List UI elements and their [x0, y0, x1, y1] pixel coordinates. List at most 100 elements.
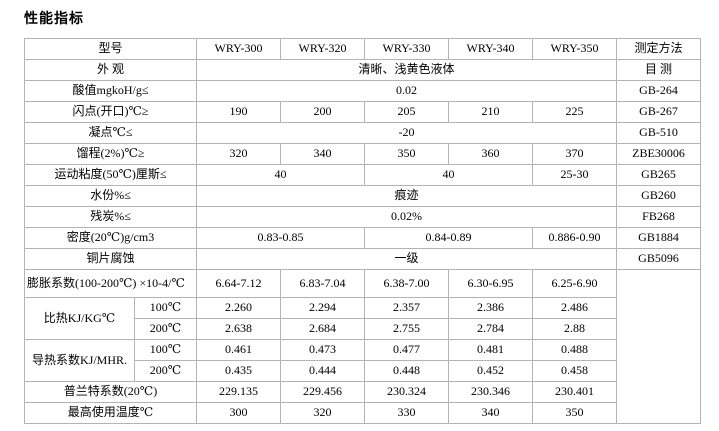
spec-table: 型号 WRY-300 WRY-320 WRY-330 WRY-340 WRY-350 测定方… — [23, 38, 702, 424]
row-max-use-temperature: 最高使用温度℃ 300 320 330 340 350 — [23, 402, 701, 424]
value-cell: 6.30-6.95 — [448, 269, 534, 298]
value-cell: 0.473 — [280, 339, 366, 361]
sub-row-label-200c: 200℃ — [133, 318, 198, 340]
value-cell: 210 — [448, 101, 534, 123]
method-cell: GB5096 — [616, 248, 702, 270]
value-cell: -20 — [196, 122, 618, 144]
method-cell: GB-264 — [616, 80, 702, 102]
value-cell: 300 — [196, 402, 282, 424]
value-cell: 190 — [196, 101, 282, 123]
row-label-thermal-conductivity: 导热系数KJ/MHR. — [24, 339, 135, 382]
method-cell-empty — [616, 269, 702, 424]
method-cell: 目 测 — [616, 59, 702, 81]
method-cell: GB-267 — [616, 101, 702, 123]
row-label-pour-point: 凝点℃≤ — [23, 122, 198, 144]
col-header-model: 型号 — [23, 38, 198, 60]
value-cell: 230.324 — [364, 381, 450, 403]
row-label-prandtl-number: 普兰特系数(20℃) — [23, 381, 198, 403]
value-cell: 0.83-0.85 — [196, 227, 366, 249]
value-cell: 0.444 — [280, 360, 366, 382]
sub-row-label-100c: 100℃ — [133, 297, 198, 319]
method-cell: ZBE30006 — [616, 143, 702, 165]
row-label-water-content: 水份%≤ — [23, 185, 198, 207]
row-pour-point: 凝点℃≤ -20 GB-510 — [23, 122, 702, 144]
row-label-flash-point: 闪点(开口)℃≥ — [23, 101, 198, 123]
value-cell: 205 — [364, 101, 450, 123]
value-cell: 360 — [448, 143, 534, 165]
sub-row-label-200c: 200℃ — [133, 360, 198, 382]
row-distillation-range: 馏程(2%)℃≥ 320 340 350 360 370 ZBE30006 — [23, 143, 702, 165]
row-acid-value: 酸值mgkoH/g≤ 0.02 GB-264 — [23, 80, 702, 102]
row-appearance: 外 观清晰、浅黄色液体目 测 — [23, 59, 702, 81]
row-copper-corrosion: 铜片腐蚀 一级 GB5096 — [23, 248, 702, 270]
value-cell: 2.486 — [532, 297, 618, 319]
value-cell: 2.684 — [280, 318, 366, 340]
row-density: 密度(20℃)g/cm3 0.83-0.85 0.84-0.89 0.886-0.90… — [23, 227, 702, 249]
row-thermal-conductivity-200: 200℃ 0.435 0.444 0.448 0.452 0.458 — [25, 360, 701, 382]
value-cell: 0.886-0.90 — [532, 227, 618, 249]
value-cell: 0.458 — [532, 360, 618, 382]
col-header-wry-300: WRY-300 — [196, 38, 282, 60]
row-prandtl-number: 普兰特系数(20℃) 229.135 229.456 230.324 230.346 23… — [23, 381, 701, 403]
value-cell: 330 — [364, 402, 450, 424]
col-header-wry-350: WRY-350 — [532, 38, 618, 60]
value-cell: 0.02% — [196, 206, 618, 228]
value-cell: 6.64-7.12 — [196, 269, 282, 298]
method-cell: GB260 — [616, 185, 702, 207]
row-expansion-coefficient: 膨胀系数(100-200℃) ×10-4/℃ 6.64-7.12 6.83-7.04… — [23, 269, 702, 424]
value-cell: 一级 — [196, 248, 618, 270]
value-cell: 0.448 — [364, 360, 450, 382]
spec-table-body: 型号 WRY-300 WRY-320 WRY-330 WRY-340 WRY-350 测定方… — [23, 38, 702, 424]
value-cell: 2.755 — [364, 318, 450, 340]
value-cell: 230.346 — [448, 381, 534, 403]
row-thermal-conductivity-100: 导热系数KJ/MHR. 100℃ 0.461 0.473 0.477 0.481 0.488 — [24, 339, 701, 382]
row-label-specific-heat: 比热KJ/KG℃ — [24, 297, 135, 340]
value-cell: 350 — [532, 402, 618, 424]
value-cell: 340 — [280, 143, 366, 165]
row-label-copper-corrosion: 铜片腐蚀 — [23, 248, 198, 270]
value-cell: 25-30 — [532, 164, 618, 186]
row-label-expansion-coefficient: 膨胀系数(100-200℃) ×10-4/℃ — [23, 269, 198, 298]
page-title: 性能指标 — [24, 10, 84, 26]
method-cell: FB268 — [616, 206, 702, 228]
value-cell: 0.488 — [532, 339, 618, 361]
header-row: 型号 WRY-300 WRY-320 WRY-330 WRY-340 WRY-350 测定方… — [23, 38, 702, 60]
value-cell: 0.461 — [196, 339, 282, 361]
page: { "page": { "title": "性能指标" }, "colors":… — [0, 8, 719, 431]
value-cell: 200 — [280, 101, 366, 123]
row-carbon-residue: 残炭%≤ 0.02% FB268 — [23, 206, 702, 228]
row-flash-point: 闪点(开口)℃≥ 190 200 205 210 225 GB-267 — [23, 101, 702, 123]
row-label-kinematic-viscosity: 运动粘度(50℃)厘斯≤ — [23, 164, 198, 186]
value-cell: 2.386 — [448, 297, 534, 319]
value-cell: 320 — [196, 143, 282, 165]
value-cell: 229.135 — [196, 381, 282, 403]
value-cell: 2.638 — [196, 318, 282, 340]
value-cell: 6.38-7.00 — [364, 269, 450, 298]
col-header-wry-340: WRY-340 — [448, 38, 534, 60]
method-cell: GB1884 — [616, 227, 702, 249]
value-cell: 229.456 — [280, 381, 366, 403]
value-cell: 0.477 — [364, 339, 450, 361]
row-specific-heat-200: 200℃ 2.638 2.684 2.755 2.784 2.88 — [25, 318, 701, 340]
value-cell: 2.88 — [532, 318, 618, 340]
value-cell: 0.435 — [196, 360, 282, 382]
value-cell: 225 — [532, 101, 618, 123]
col-header-test-method: 测定方法 — [616, 38, 702, 60]
method-cell: GB-510 — [616, 122, 702, 144]
value-cell: 0.481 — [448, 339, 534, 361]
value-cell: 230.401 — [532, 381, 618, 403]
value-cell: 350 — [364, 143, 450, 165]
row-label-carbon-residue: 残炭%≤ — [23, 206, 198, 228]
value-cell: 40 — [364, 164, 534, 186]
value-cell: 2.260 — [196, 297, 282, 319]
sub-row-label-100c: 100℃ — [133, 339, 198, 361]
row-label-appearance: 外 观 — [23, 59, 198, 81]
value-cell: 370 — [532, 143, 618, 165]
row-specific-heat-100: 比热KJ/KG℃ 100℃ 2.260 2.294 2.357 2.386 2.486 — [24, 297, 701, 340]
row-label-max-use-temperature: 最高使用温度℃ — [23, 402, 198, 424]
row-label-density: 密度(20℃)g/cm3 — [23, 227, 198, 249]
value-cell: 2.784 — [448, 318, 534, 340]
value-cell: 340 — [448, 402, 534, 424]
value-cell: 40 — [196, 164, 366, 186]
row-kinematic-viscosity: 运动粘度(50℃)厘斯≤ 40 40 25-30 GB265 — [23, 164, 702, 186]
